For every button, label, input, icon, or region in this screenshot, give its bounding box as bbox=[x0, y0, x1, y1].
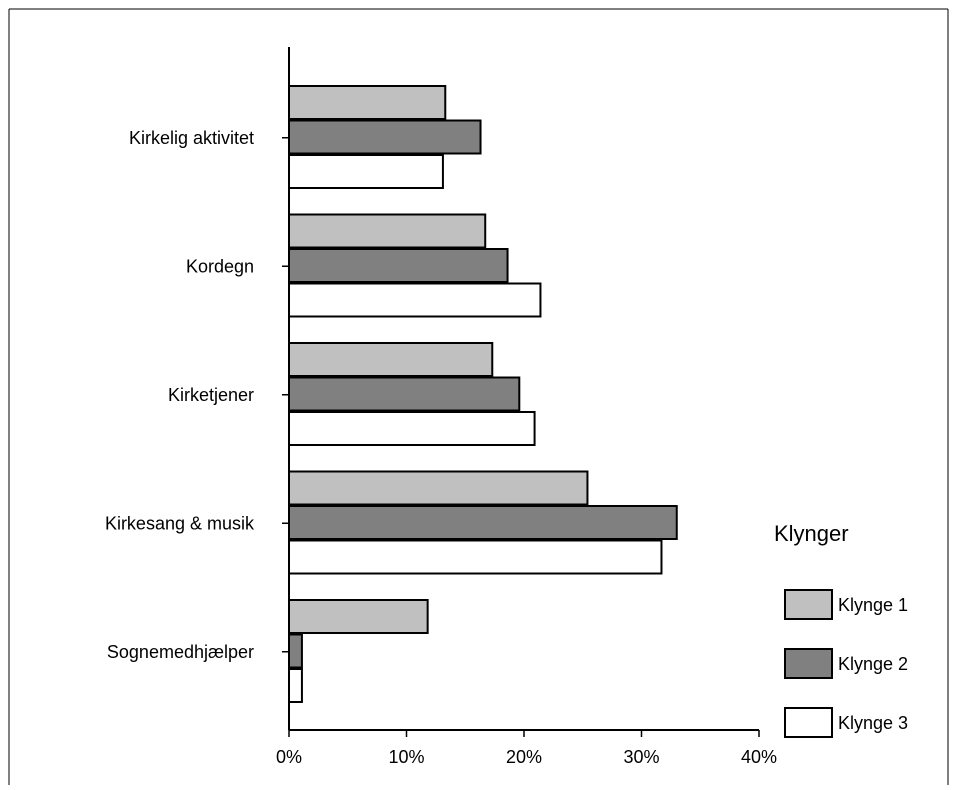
bar-3-kirketjener bbox=[288, 411, 536, 446]
legend-label-3: Klynge 3 bbox=[838, 713, 908, 733]
legend-swatch-3 bbox=[784, 707, 833, 738]
legend-swatch-2 bbox=[784, 648, 833, 679]
x-tick-label: 10% bbox=[388, 747, 424, 767]
bar-1-kirkesang-musik bbox=[288, 470, 589, 506]
x-tick-label: 20% bbox=[506, 747, 542, 767]
bar-2-kirkelig-aktivitet bbox=[288, 119, 482, 155]
legend-label-1: Klynge 1 bbox=[838, 595, 908, 615]
bar-2-kirketjener bbox=[288, 376, 521, 412]
category-label: Kordegn bbox=[186, 256, 254, 276]
bar-1-kirkelig-aktivitet bbox=[288, 85, 447, 120]
bar-1-kordegn bbox=[288, 213, 487, 249]
legend: Klynger Klynge 1 Klynge 2 Klynge 3 bbox=[774, 521, 908, 738]
category-label: Sognemedhjælper bbox=[107, 642, 254, 662]
x-tick-label: 0% bbox=[276, 747, 302, 767]
bar-1-kirketjener bbox=[288, 342, 494, 377]
x-tick-label: 40% bbox=[741, 747, 777, 767]
bar-3-sognemedhjælper bbox=[288, 668, 303, 703]
category-label: Kirkelig aktivitet bbox=[129, 128, 254, 148]
bars-layer bbox=[288, 85, 678, 703]
category-label: Kirkesang & musik bbox=[105, 513, 255, 533]
axes-layer: Kirkelig aktivitet Kordegn Kirketjener Kirk… bbox=[105, 47, 777, 767]
legend-title: Klynger bbox=[774, 521, 849, 546]
bar-2-sognemedhjælper bbox=[288, 633, 303, 669]
bar-2-kirkesang-musik bbox=[288, 505, 678, 540]
bar-3-kirkesang-musik bbox=[288, 539, 663, 575]
category-label: Kirketjener bbox=[168, 385, 254, 405]
bar-1-sognemedhjælper bbox=[288, 599, 429, 634]
bar-3-kirkelig-aktivitet bbox=[288, 154, 444, 189]
legend-swatch-1 bbox=[784, 589, 833, 620]
x-tick-label: 30% bbox=[623, 747, 659, 767]
bar-3-kordegn bbox=[288, 282, 542, 318]
bar-2-kordegn bbox=[288, 248, 509, 283]
legend-label-2: Klynge 2 bbox=[838, 654, 908, 674]
